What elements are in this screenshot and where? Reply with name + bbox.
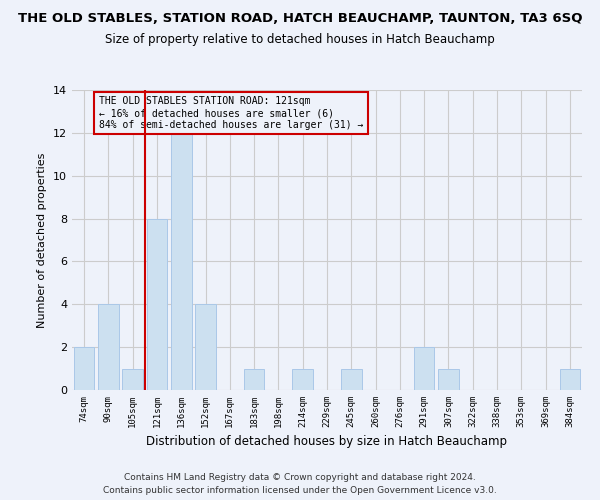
Bar (292, 368, 313, 390)
Bar (98, 304, 119, 390)
Bar (341, 368, 362, 390)
Bar (560, 368, 580, 390)
Y-axis label: Number of detached properties: Number of detached properties (37, 152, 47, 328)
Bar (244, 368, 265, 390)
Bar (438, 368, 459, 390)
Bar (414, 347, 434, 390)
Text: THE OLD STABLES, STATION ROAD, HATCH BEAUCHAMP, TAUNTON, TA3 6SQ: THE OLD STABLES, STATION ROAD, HATCH BEA… (18, 12, 582, 26)
Bar (195, 304, 216, 390)
Text: Size of property relative to detached houses in Hatch Beauchamp: Size of property relative to detached ho… (105, 32, 495, 46)
Bar (171, 133, 191, 390)
Text: THE OLD STABLES STATION ROAD: 121sqm
← 16% of detached houses are smaller (6)
84: THE OLD STABLES STATION ROAD: 121sqm ← 1… (99, 96, 363, 130)
Bar (146, 218, 167, 390)
Bar (74, 347, 94, 390)
Bar (122, 368, 143, 390)
Text: Contains public sector information licensed under the Open Government Licence v3: Contains public sector information licen… (103, 486, 497, 495)
X-axis label: Distribution of detached houses by size in Hatch Beauchamp: Distribution of detached houses by size … (146, 436, 508, 448)
Text: Contains HM Land Registry data © Crown copyright and database right 2024.: Contains HM Land Registry data © Crown c… (124, 474, 476, 482)
